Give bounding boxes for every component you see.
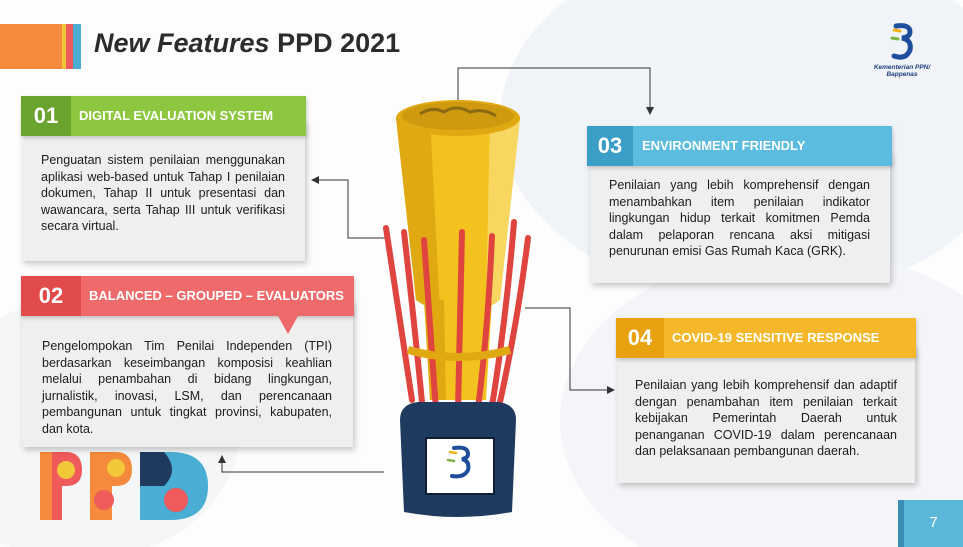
- connector-02: [218, 455, 384, 473]
- page-title: New Features PPD 2021: [94, 28, 400, 59]
- feature-01-label: DIGITAL EVALUATION SYSTEM: [79, 108, 274, 123]
- feature-03-number: 03: [587, 126, 633, 166]
- feature-02-number: 02: [21, 276, 81, 316]
- connector-01: [311, 176, 388, 239]
- feature-header-03: 03 ENVIRONMENT FRIENDLY: [587, 126, 892, 166]
- feature-01-text: Penguatan sistem penilaian menggunakan a…: [41, 153, 285, 234]
- feature-panel-04: Penilaian yang lebih komprehensif dan ad…: [617, 345, 915, 483]
- feature-header-02: 02 BALANCED – GROUPED – EVALUATORS: [21, 276, 354, 316]
- feature-03-text: Penilaian yang lebih komprehensif dengan…: [609, 178, 870, 259]
- feature-panel-02: Pengelompokan Tim Penilai Independen (TP…: [22, 300, 353, 447]
- connector-03: [457, 67, 654, 115]
- trophy-spears: [383, 219, 531, 413]
- title-color-bar: [0, 24, 81, 69]
- feature-02-label: BALANCED – GROUPED – EVALUATORS: [89, 288, 344, 303]
- feature-panel-03: Penilaian yang lebih komprehensif dengan…: [590, 150, 890, 283]
- connector-04: [525, 307, 615, 394]
- feature-header-04: 04 COVID-19 SENSITIVE RESPONSE: [616, 318, 916, 358]
- page-number-strip: [898, 500, 904, 547]
- title-italic: New Features: [94, 28, 270, 58]
- title-bold: PPD 2021: [277, 28, 401, 58]
- ppd-logo-graphic: [40, 452, 208, 520]
- feature-04-text: Penilaian yang lebih komprehensif dan ad…: [635, 378, 897, 459]
- page-number: 7: [904, 500, 963, 547]
- logo-caption: Kementerian PPN/Bappenas: [873, 64, 931, 78]
- feature-01-number: 01: [21, 96, 71, 136]
- bappenas-logo: Kementerian PPN/Bappenas: [866, 22, 938, 82]
- feature-02-text: Pengelompokan Tim Penilai Independen (TP…: [42, 339, 332, 436]
- bappenas-logo-icon: [890, 23, 913, 60]
- feature-03-label: ENVIRONMENT FRIENDLY: [642, 138, 806, 153]
- feature-header-01: 01 DIGITAL EVALUATION SYSTEM: [21, 96, 306, 136]
- feature-panel-01: Penguatan sistem penilaian menggunakan a…: [22, 120, 305, 261]
- feature-04-number: 04: [616, 318, 664, 358]
- feature-04-label: COVID-19 SENSITIVE RESPONSE: [672, 330, 880, 345]
